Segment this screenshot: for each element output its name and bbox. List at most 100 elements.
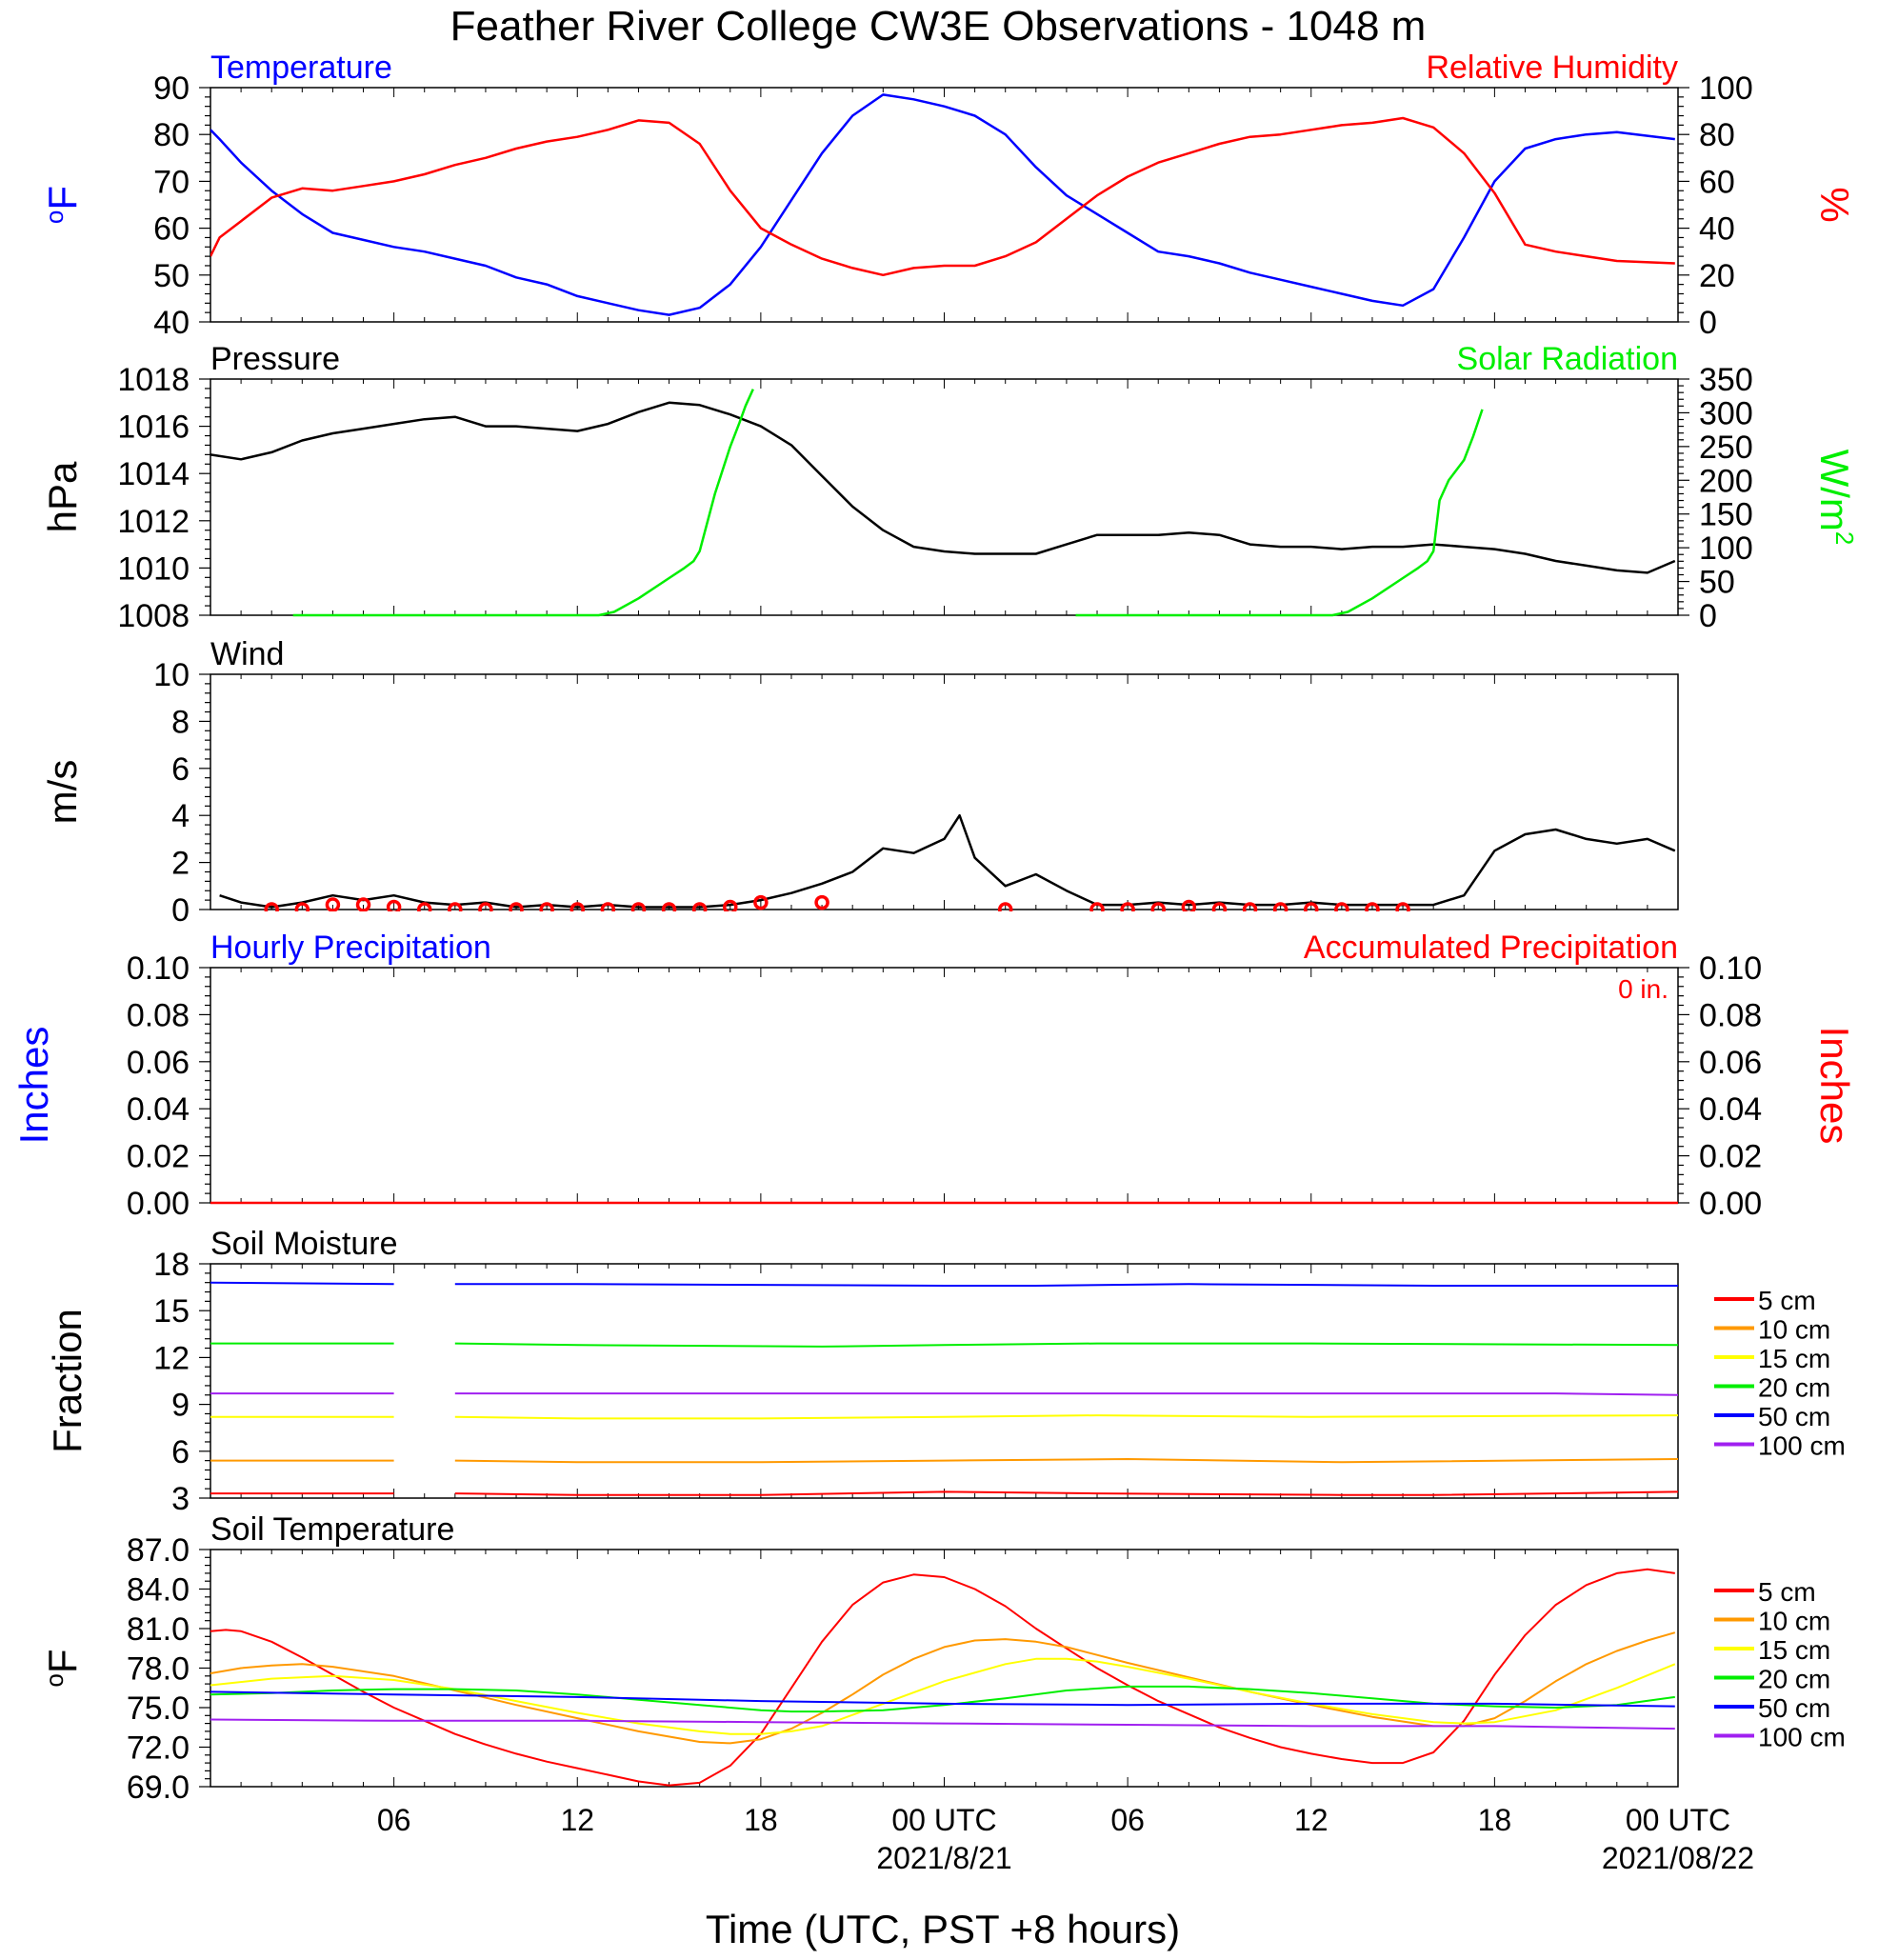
legend-label: 5 cm (1758, 1286, 1816, 1315)
series-line-solar-radiation (292, 389, 754, 617)
panel-wind: 0 2 4 6 8 10 Wind m/s (40, 636, 1679, 929)
y-tick-label-right: 80 (1699, 117, 1735, 153)
y-tick-label-left: 2 (171, 846, 190, 882)
y-axis-label-left: m/s (40, 760, 85, 825)
panel-title-left: Pressure (210, 341, 340, 377)
degree-symbol: o (40, 210, 69, 224)
y-tick-label-left: 0.02 (127, 1139, 190, 1175)
series-line-5-cm (454, 1490, 1678, 1496)
x-tick-label: 12 (560, 1803, 594, 1837)
y-tick-label-right: 20 (1699, 258, 1735, 294)
x-date-label: 2021/08/22 (1602, 1841, 1754, 1875)
wind-barb-marker (1395, 902, 1410, 911)
y-tick-label-right: 350 (1699, 362, 1753, 398)
wind-barb-marker (509, 902, 524, 911)
panel-frame (210, 378, 1679, 616)
y-tick-label-left: 87.0 (127, 1532, 190, 1569)
wind-barb-marker (997, 902, 1013, 911)
panel-title-right: Solar Radiation (1457, 341, 1678, 377)
y-tick-label-left: 0.08 (127, 997, 190, 1033)
panel-precip: 0.00 0.02 0.04 0.06 0.08 0.10 0.00 0.02 0.04 0.06… (11, 930, 1857, 1222)
panel-title-left: Wind (210, 636, 284, 672)
series-line-15-cm (210, 1657, 1676, 1735)
series-group (210, 389, 1676, 617)
unit-letter: F (40, 186, 85, 210)
legend-label: 5 cm (1758, 1577, 1816, 1607)
legend-label: 10 cm (1758, 1607, 1830, 1636)
y-tick-label-left: 0.04 (127, 1091, 190, 1128)
series-line-10-cm (454, 1458, 1678, 1464)
series-line-100-cm (210, 1718, 1675, 1730)
y-axis-label-left: Fraction (45, 1309, 90, 1453)
y-axis-label-left: oF (40, 186, 85, 224)
wind-barb-marker (1304, 902, 1319, 911)
wind-barb-marker (630, 902, 647, 911)
wind-barb-marker (1272, 902, 1289, 911)
y-tick-label-left: 69.0 (127, 1770, 190, 1806)
wind-barb-marker (814, 894, 829, 910)
y-tick-label-right: 0.06 (1699, 1045, 1762, 1081)
y-axis-label-right: W/m2 (1812, 450, 1859, 546)
panel-title-left: Hourly Precipitation (210, 930, 491, 966)
wind-barb-marker (355, 897, 371, 911)
wind-barb-marker (294, 902, 310, 911)
legend-label: 50 cm (1758, 1402, 1830, 1431)
y-tick-label-left: 78.0 (127, 1651, 190, 1688)
panel-title-right: Relative Humidity (1426, 50, 1678, 86)
panel-title-left: Soil Moisture (210, 1226, 398, 1262)
series-line-temperature (210, 93, 1675, 316)
y-tick-label-right: 100 (1699, 70, 1753, 107)
superscript: 2 (1830, 531, 1859, 545)
y-tick-label-left: 0.00 (127, 1186, 190, 1222)
y-tick-label-left: 9 (171, 1388, 190, 1424)
y-axis-label-right: % (1812, 187, 1857, 222)
series-group (219, 813, 1676, 911)
y-tick-label-left: 1016 (117, 410, 190, 446)
y-tick-label-left: 10 (153, 657, 190, 693)
y-tick-label-left: 0.06 (127, 1045, 190, 1081)
series-group (210, 93, 1675, 316)
wind-barb-marker (691, 902, 708, 911)
panel-frame (210, 967, 1679, 1204)
x-tick-label: 00 UTC (891, 1803, 996, 1837)
x-tick-label: 18 (744, 1803, 778, 1837)
panel-temp_rh: 40 50 60 70 80 90 0 20 40 60 80 100 Temperature Relat… (40, 50, 1857, 341)
y-tick-label-left: 80 (153, 117, 190, 153)
y-tick-label-left: 1012 (117, 504, 190, 540)
wind-barb-marker (1365, 902, 1380, 911)
y-tick-label-right: 0.04 (1699, 1091, 1762, 1128)
y-tick-label-right: 60 (1699, 164, 1735, 200)
wind-barb-marker (569, 902, 585, 911)
series-line-pressure (210, 401, 1676, 574)
x-tick-label: 06 (377, 1803, 411, 1837)
y-tick-label-right: 0.02 (1699, 1139, 1762, 1175)
panel-frame (210, 1263, 1679, 1499)
y-tick-label-right: 300 (1699, 395, 1753, 431)
series-line-relative-humidity (210, 116, 1675, 277)
unit-letter: F (40, 1649, 85, 1673)
series-line-100-cm (454, 1392, 1678, 1396)
series-group (210, 1568, 1676, 1787)
y-tick-label-left: 6 (171, 751, 190, 788)
panel-frame (210, 87, 1679, 323)
wind-barb-marker (1150, 902, 1166, 911)
y-tick-label-left: 1010 (117, 550, 190, 587)
panel-title-left: Temperature (210, 50, 392, 86)
series-line-solar-radiation (1075, 409, 1484, 617)
wind-barb-marker (1120, 902, 1135, 911)
panel-title-right: Accumulated Precipitation (1304, 930, 1678, 966)
series-line-20-cm (210, 1685, 1675, 1713)
y-tick-label-right: 0.00 (1699, 1186, 1762, 1222)
x-tick-label: 12 (1294, 1803, 1329, 1837)
series-line-wind-speed (219, 813, 1676, 909)
wind-barb-marker (600, 902, 616, 911)
series-line-5-cm (210, 1568, 1675, 1787)
unit-text: W/m (1812, 450, 1857, 531)
legend-label: 15 cm (1758, 1635, 1830, 1665)
y-axis-label-left: oF (40, 1649, 85, 1687)
y-tick-label-right: 100 (1699, 530, 1753, 567)
panel-pressure_solar: 1008101010121014101610180501001502002503… (40, 341, 1859, 634)
wind-barb-marker (539, 902, 554, 911)
legend-label: 50 cm (1758, 1693, 1830, 1723)
